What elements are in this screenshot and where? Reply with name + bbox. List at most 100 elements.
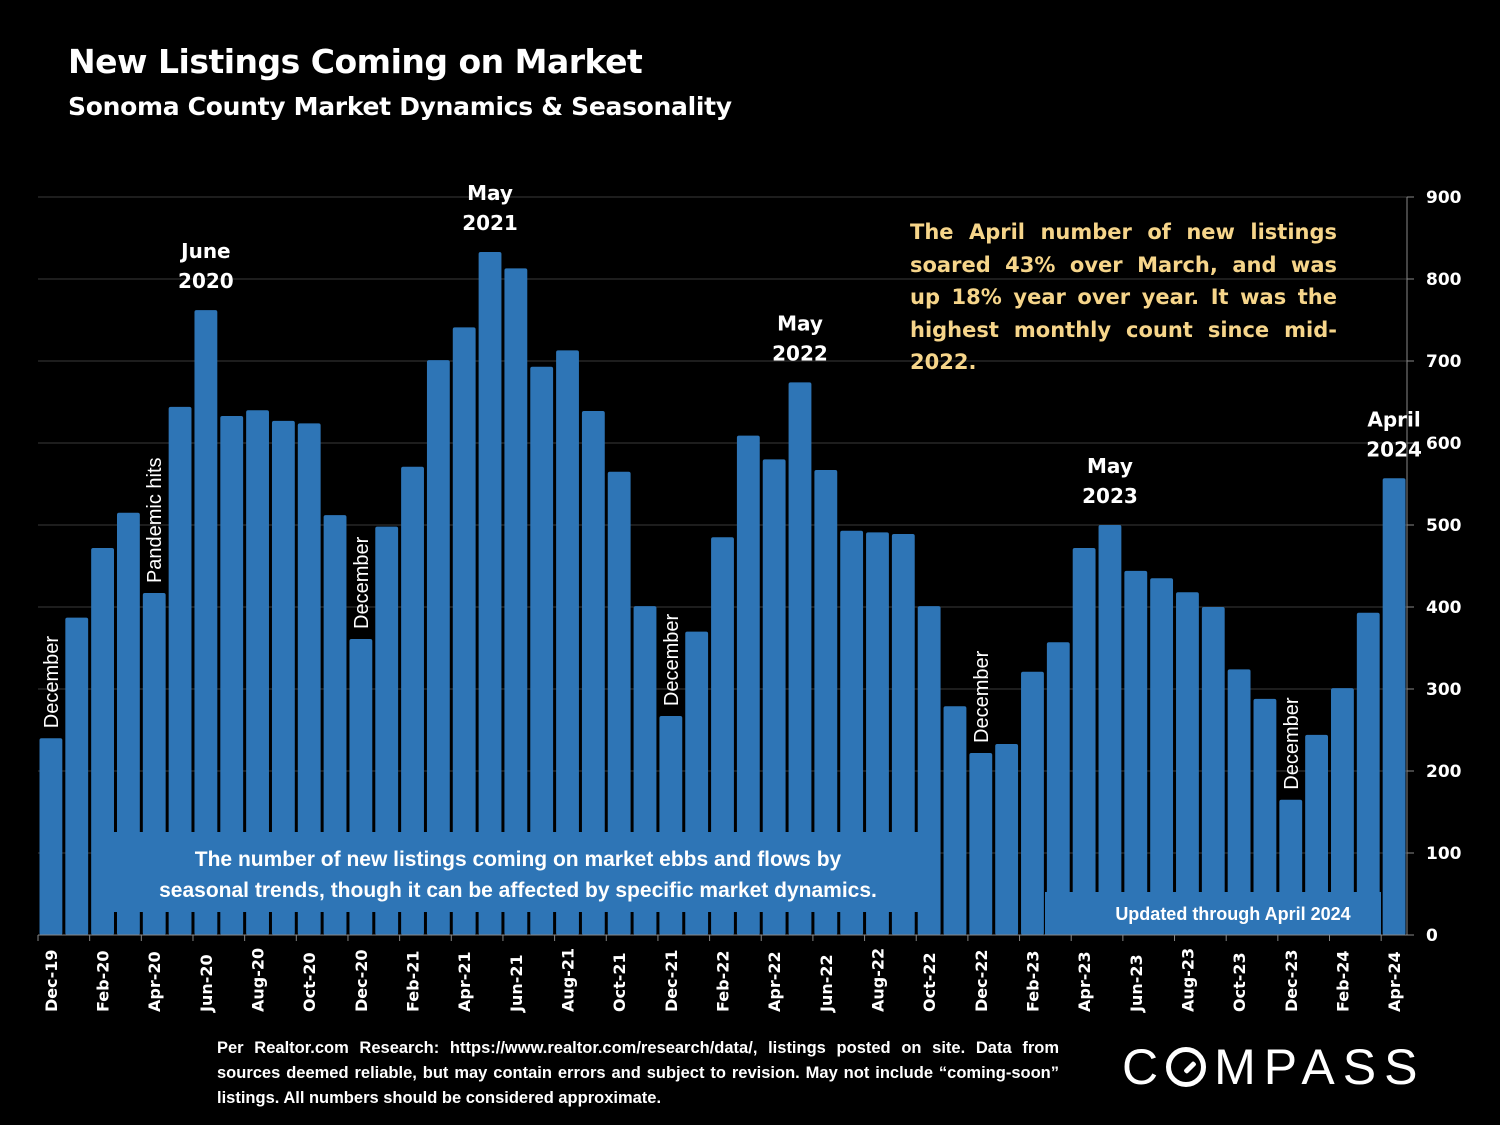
x-tick-label: Apr-22 bbox=[765, 951, 784, 1012]
chart-subtitle: Sonoma County Market Dynamics & Seasonal… bbox=[68, 92, 732, 121]
bar-sep-21 bbox=[581, 411, 605, 935]
annotation-december: December bbox=[661, 613, 683, 706]
x-tick-label: Apr-20 bbox=[145, 951, 164, 1012]
bar-mar-21 bbox=[426, 360, 450, 935]
annotation-december: December bbox=[41, 636, 63, 729]
bar-may-21 bbox=[478, 251, 502, 935]
y-tick-label: 700 bbox=[1426, 352, 1462, 372]
annotation-line: 2023 bbox=[1082, 484, 1138, 508]
logo-letter-c: C bbox=[1122, 1039, 1167, 1095]
x-tick-label: Aug-21 bbox=[559, 948, 578, 1012]
bar-jun-23 bbox=[1124, 570, 1148, 935]
y-tick-label: 900 bbox=[1426, 188, 1462, 208]
x-tick-label: Apr-21 bbox=[455, 951, 474, 1012]
x-tick-label: Aug-22 bbox=[868, 948, 887, 1012]
updated-through-label: Updated through April 2024 bbox=[1115, 904, 1350, 924]
annotation-line: April bbox=[1367, 407, 1420, 431]
x-tick-label: Apr-24 bbox=[1385, 951, 1404, 1012]
bar-oct-21 bbox=[607, 471, 631, 935]
seasonality-note-line-2: seasonal trends, though it can be affect… bbox=[159, 879, 877, 902]
summary-note: The April number of new listings soared … bbox=[910, 220, 1337, 374]
x-tick-label: Apr-23 bbox=[1075, 951, 1094, 1012]
bar-feb-23 bbox=[1021, 671, 1044, 935]
x-tick-label: Feb-22 bbox=[714, 951, 733, 1013]
bar-jul-23 bbox=[1150, 578, 1174, 935]
annotation-box-updated bbox=[1045, 892, 1381, 935]
y-tick-label: 200 bbox=[1426, 762, 1462, 782]
bar-mar-24 bbox=[1356, 612, 1380, 935]
compass-o-icon bbox=[1166, 1047, 1207, 1087]
bar-jun-21 bbox=[504, 268, 528, 936]
annotation-december: December bbox=[1281, 697, 1303, 790]
compass-logo: C MPASS bbox=[1122, 1038, 1425, 1096]
annotation-line: May bbox=[467, 181, 513, 205]
bar-mar-20 bbox=[116, 512, 140, 935]
y-tick-label: 800 bbox=[1426, 270, 1462, 290]
annotation-line: 2022 bbox=[772, 341, 828, 365]
bar-feb-20 bbox=[91, 547, 114, 935]
bar-apr-22 bbox=[762, 459, 786, 935]
x-tick-label: Jun-20 bbox=[197, 954, 216, 1013]
source-footnote: Per Realtor.com Research: https://www.re… bbox=[217, 1039, 1059, 1107]
x-tick-label: Dec-23 bbox=[1282, 949, 1301, 1012]
annotation-line: May bbox=[1087, 454, 1133, 478]
annotation-line: 2024 bbox=[1366, 437, 1422, 461]
annotation-line: 2021 bbox=[462, 211, 518, 235]
x-tick-label: Oct-22 bbox=[920, 952, 939, 1012]
x-tick-label: Feb-21 bbox=[404, 951, 423, 1013]
chart-title: New Listings Coming on Market bbox=[68, 42, 643, 81]
bar-mar-22 bbox=[736, 435, 760, 935]
annotation-december: December bbox=[971, 650, 993, 743]
bar-aug-21 bbox=[556, 350, 579, 936]
bar-may-23 bbox=[1098, 525, 1122, 935]
x-tick-label: Oct-23 bbox=[1230, 952, 1249, 1012]
x-tick-label: Jun-21 bbox=[507, 954, 526, 1013]
x-tick-label: Dec-19 bbox=[42, 949, 61, 1012]
x-tick-label: Oct-20 bbox=[300, 952, 319, 1012]
bar-nov-22 bbox=[943, 706, 967, 935]
bar-apr-21 bbox=[452, 327, 476, 935]
x-tick-label: Jun-23 bbox=[1127, 954, 1146, 1013]
annotation-pandemic-hits: Pandemic hits bbox=[144, 457, 166, 583]
annotation-peak-june-2020: June 2020 bbox=[178, 239, 234, 293]
bar-jun-22 bbox=[814, 470, 838, 935]
annotation-peak-may-2023: May 2023 bbox=[1082, 454, 1138, 508]
y-tick-label: 500 bbox=[1426, 516, 1462, 536]
annotation-line: June bbox=[179, 239, 230, 263]
bar-oct-23 bbox=[1227, 669, 1251, 935]
bar-jul-21 bbox=[530, 366, 554, 935]
bar-jun-20 bbox=[194, 310, 218, 935]
x-tick-label: Feb-20 bbox=[94, 951, 113, 1013]
x-tick-label: Aug-23 bbox=[1178, 948, 1197, 1012]
annotation-december: December bbox=[351, 536, 373, 629]
x-tick-label: Dec-20 bbox=[352, 949, 371, 1012]
bar-dec-22 bbox=[969, 752, 993, 935]
bar-feb-21 bbox=[401, 466, 424, 935]
annotation-peak-may-2022: May 2022 bbox=[772, 311, 828, 365]
bar-sep-23 bbox=[1201, 607, 1225, 935]
bar-apr-23 bbox=[1072, 547, 1096, 935]
bar-jul-20 bbox=[220, 415, 244, 935]
bar-sep-20 bbox=[271, 420, 295, 935]
seasonality-note: The number of new listings coming on mar… bbox=[159, 848, 877, 902]
annotation-box-seasonality bbox=[112, 832, 940, 912]
bar-aug-23 bbox=[1176, 592, 1199, 935]
bar-jan-23 bbox=[995, 743, 1019, 935]
seasonality-note-line-1: The number of new listings coming on mar… bbox=[195, 848, 842, 871]
logo-letters: MPASS bbox=[1214, 1039, 1426, 1095]
bar-nov-23 bbox=[1253, 698, 1277, 935]
y-tick-label: 0 bbox=[1426, 926, 1438, 946]
bar-mar-23 bbox=[1046, 642, 1070, 935]
bar-aug-20 bbox=[246, 410, 269, 935]
bar-nov-20 bbox=[323, 515, 347, 935]
bar-dec-19 bbox=[39, 738, 63, 935]
x-tick-label: Aug-20 bbox=[249, 948, 268, 1012]
bar-may-22 bbox=[788, 382, 812, 935]
x-tick-label: Dec-22 bbox=[972, 949, 991, 1012]
y-tick-label: 600 bbox=[1426, 434, 1462, 454]
bar-apr-24 bbox=[1382, 478, 1406, 935]
x-tick-label: Dec-21 bbox=[662, 949, 681, 1012]
x-tick-label: Jun-22 bbox=[817, 954, 836, 1013]
annotation-peak-may-2021: May 2021 bbox=[462, 181, 518, 235]
